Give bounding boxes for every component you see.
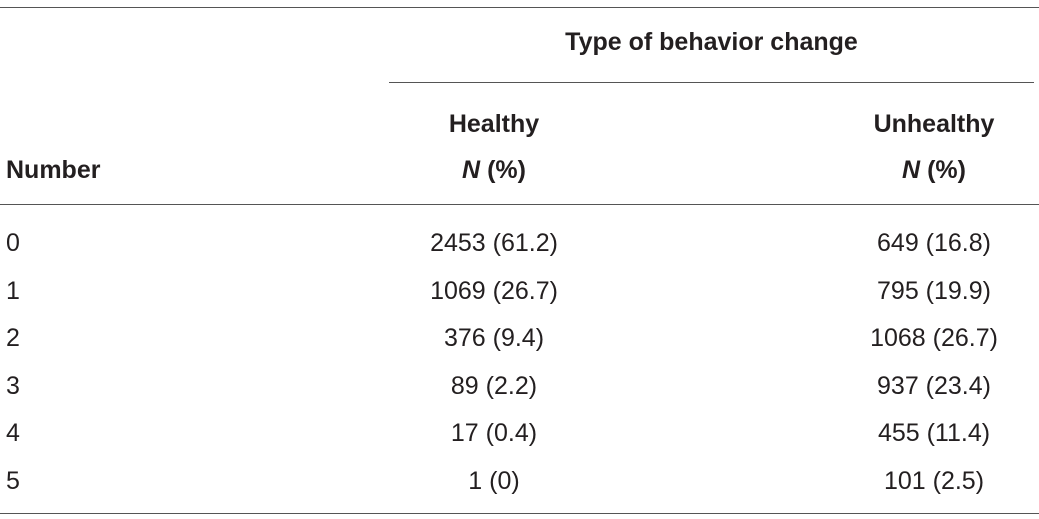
pct-label: (%): [487, 156, 526, 184]
table-cell-healthy: 89 (2.2): [450, 372, 538, 400]
table-cell-number: 3: [6, 372, 20, 400]
column-subheader-healthy: N (%): [389, 155, 599, 185]
table-cell-healthy: 2453 (61.2): [430, 229, 558, 257]
group-header: Type of behavior change: [565, 28, 858, 56]
table-cell-number: 0: [6, 229, 20, 257]
column-header-number: Number: [6, 156, 101, 184]
table-top-rule: [0, 7, 1039, 8]
table-cell-unhealthy: 455 (11.4): [877, 419, 991, 447]
table-cell-unhealthy: 101 (2.5): [883, 467, 985, 495]
column-header-healthy: Healthy: [448, 110, 540, 138]
table-cell-healthy: 376 (9.4): [443, 324, 545, 352]
table-cell-healthy: 17 (0.4): [450, 419, 538, 447]
column-header-unhealthy: Unhealthy: [873, 110, 995, 138]
pct-label: (%): [927, 156, 966, 184]
table-cell-unhealthy: 649 (16.8): [877, 229, 991, 257]
table-cell-number: 4: [6, 419, 20, 447]
table-bottom-rule: [0, 513, 1039, 514]
header-bottom-rule: [0, 204, 1039, 205]
table-cell-unhealthy: 937 (23.4): [877, 372, 991, 400]
n-label: N: [462, 156, 481, 184]
table-cell-number: 5: [6, 467, 20, 495]
table-cell-healthy: 1 (0): [468, 467, 520, 495]
n-label: N: [902, 156, 921, 184]
table-cell-healthy: 1069 (26.7): [430, 277, 558, 305]
column-subheader-unhealthy: N (%): [829, 155, 1039, 185]
table-cell-unhealthy: 1068 (26.7): [870, 324, 998, 352]
table-cell-number: 2: [6, 324, 20, 352]
table-cell-number: 1: [6, 277, 20, 305]
group-header-rule: [389, 82, 1034, 83]
table-cell-unhealthy: 795 (19.9): [877, 277, 991, 305]
